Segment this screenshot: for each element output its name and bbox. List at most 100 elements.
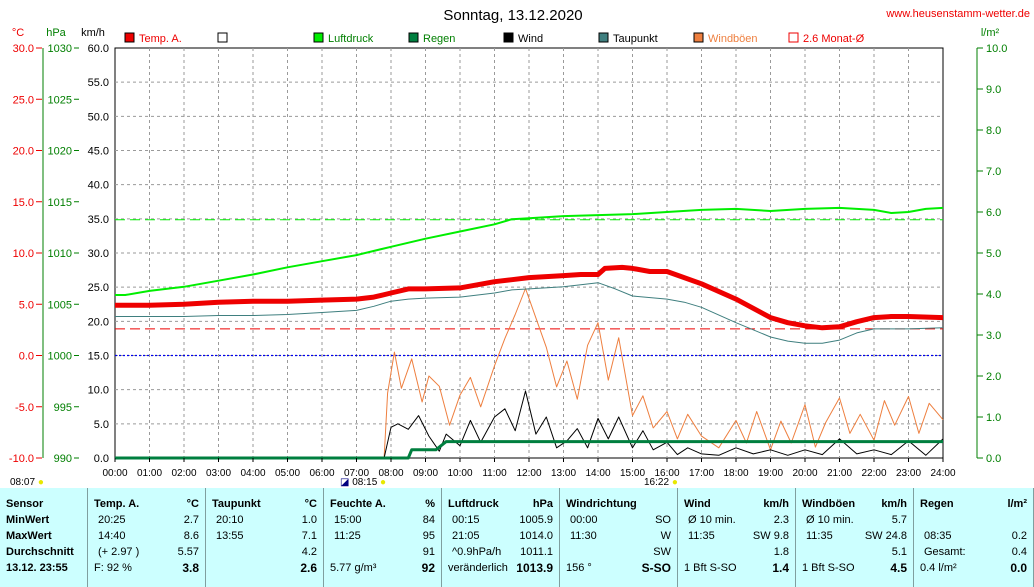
cell-value: 2.3: [773, 514, 789, 526]
pressure-tick-label: 1020: [48, 146, 72, 158]
footer-label: F: 92 %: [94, 562, 132, 574]
cell-value: 91: [422, 546, 435, 558]
table-column-col2: Temp. A. °C 20:25 2.7 14:40 8.6 (+ 2.97 ) 5.57 F…: [88, 488, 206, 587]
x-tick-label: 14:00: [585, 468, 610, 479]
footer-value: 1013.9: [516, 561, 553, 575]
rain-tick-label: 8.0: [986, 125, 1001, 137]
cell-value: 2.7: [183, 514, 199, 526]
x-tick-label: 04:00: [240, 468, 265, 479]
wind-series-line: [115, 390, 944, 459]
pressure-tick-label: 1030: [48, 43, 72, 55]
cell-value: 1014.0: [519, 530, 553, 542]
chart-grid: [114, 47, 944, 459]
mid-mark: ◪ 08:15 ●: [340, 477, 386, 488]
footer-value: 3.8: [182, 561, 199, 575]
legend-temp-swatch: [124, 32, 135, 43]
legend-monthly-average-label: 2.6 Monat-Ø: [803, 33, 865, 45]
column-header: Regen: [920, 498, 954, 510]
x-tick-label: 09:00: [413, 468, 438, 479]
rain-tick-label: 7.0: [986, 166, 1001, 178]
footer-label: 156 °: [566, 562, 592, 574]
wind-tick-label: 60.0: [88, 43, 109, 55]
table-column-col4: Feuchte A.% 15:00 84 11:25 95 91 5.77 g/m³ 92: [324, 488, 442, 587]
cell-time: 20:25: [98, 514, 126, 526]
x-tick-label: 01:00: [137, 468, 162, 479]
x-tick-label: 22:00: [861, 468, 886, 479]
cell-time: 00:00: [570, 514, 598, 526]
table-column-col3: Taupunkt °C 20:10 1.0 13:55 7.1 4.2 2.6: [206, 488, 324, 587]
temp-tick-label: 0.0: [19, 351, 34, 363]
temp-tick-label: -10.0: [9, 453, 34, 465]
cell-time: 15:00: [334, 514, 362, 526]
sun-icon: ●: [37, 477, 44, 488]
legend-wind-label: Wind: [518, 33, 543, 45]
cell-value: 7.1: [301, 530, 317, 542]
x-tick-label: 13:00: [551, 468, 576, 479]
x-tick-label: 00:00: [102, 468, 127, 479]
pressure-tick-label: 995: [54, 402, 72, 414]
column-header: Windböen: [802, 498, 856, 510]
x-tick-label: 19:00: [758, 468, 783, 479]
cell-value: SO: [655, 514, 671, 526]
legend-dewpoint-swatch: [598, 32, 609, 43]
chart-title: Sonntag, 13.12.2020: [443, 7, 582, 24]
x-tick-label: 21:00: [827, 468, 852, 479]
wind-unit-label: km/h: [81, 27, 105, 39]
cell-time: 21:05: [452, 530, 480, 542]
footer-value: 0.0: [1010, 561, 1027, 575]
cell-value: SW 9.8: [752, 530, 789, 542]
cell-value: 8.6: [183, 530, 199, 542]
rain-tick-label: 3.0: [986, 330, 1001, 342]
cell-time: 11:25: [334, 530, 361, 542]
x-tick-label: 18:00: [723, 468, 748, 479]
wind-tick-label: 25.0: [88, 282, 109, 294]
column-unit: °C: [304, 498, 317, 510]
legend-wind-swatch: [503, 32, 514, 43]
pressure-unit-label: hPa: [46, 27, 66, 39]
footer-label: 1 Bft S-SO: [802, 562, 855, 574]
column-unit: km/h: [881, 498, 907, 510]
cell-value: 1005.9: [519, 514, 553, 526]
legend-gusts-label: Windböen: [708, 33, 758, 45]
table-column-col7: Wind km/h Ø 10 min. 2.3 11:35 SW 9.8 1.8 1 Bft …: [678, 488, 796, 587]
legend-pressure-label: Luftdruck: [328, 33, 374, 45]
wind-tick-label: 40.0: [88, 180, 109, 192]
footer-value: 1.4: [772, 561, 789, 575]
statistics-table: Sensor MinWert MaxWert Durchschnitt 13.12. 2…: [0, 488, 1034, 587]
pressure-tick-label: 1010: [48, 248, 72, 260]
cell-time: 13:55: [216, 530, 244, 542]
footer-label: veränderlich: [448, 562, 508, 574]
wind-tick-label: 20.0: [88, 316, 109, 328]
table-column-col9: Regen l/m² 08:35 0.2 Gesamt: 0.4 0.4 l/m² 0.0: [914, 488, 1034, 587]
column-unit: hPa: [532, 498, 553, 510]
cell-value: 0.2: [1011, 530, 1027, 542]
cell-value: SW 24.8: [864, 530, 907, 542]
footer-label: 5.77 g/m³: [330, 562, 377, 574]
legend-rain-label: Regen: [423, 33, 455, 45]
column-header: Temp. A.: [94, 498, 140, 510]
chart-series: [115, 206, 944, 460]
temp-unit-label: °C: [12, 27, 24, 39]
footer-value: 92: [421, 561, 435, 575]
rain-tick-label: 1.0: [986, 412, 1001, 424]
cell-time: ^0.9hPa/h: [452, 546, 502, 558]
pressure-tick-label: 1005: [48, 299, 72, 311]
moon-icon: ◪: [340, 477, 350, 488]
column-unit: km/h: [763, 498, 789, 510]
sunset-mark: 16:22 ●: [644, 477, 678, 488]
row-label: MaxWert: [6, 530, 52, 542]
legend-dewpoint-label: Taupunkt: [613, 33, 658, 45]
x-tick-label: 24:00: [930, 468, 955, 479]
column-header: Taupunkt: [212, 498, 261, 510]
footer-label: 1 Bft S-SO: [684, 562, 737, 574]
cell-time: 11:30: [570, 530, 597, 542]
footer-label: 0.4 l/m²: [920, 562, 957, 574]
wind-tick-label: 15.0: [88, 351, 109, 363]
pressure-series-line: [115, 206, 944, 296]
x-tick-label: 05:00: [275, 468, 300, 479]
rain-tick-label: 10.0: [986, 43, 1007, 55]
table-column-col5: Luftdruck hPa 00:15 1005.9 21:05 1014.0 ^0.9hP…: [442, 488, 560, 587]
rain-tick-label: 0.0: [986, 453, 1001, 465]
legend-temp-label: Temp. A.: [139, 33, 182, 45]
sensor-header: Sensor: [6, 498, 44, 510]
